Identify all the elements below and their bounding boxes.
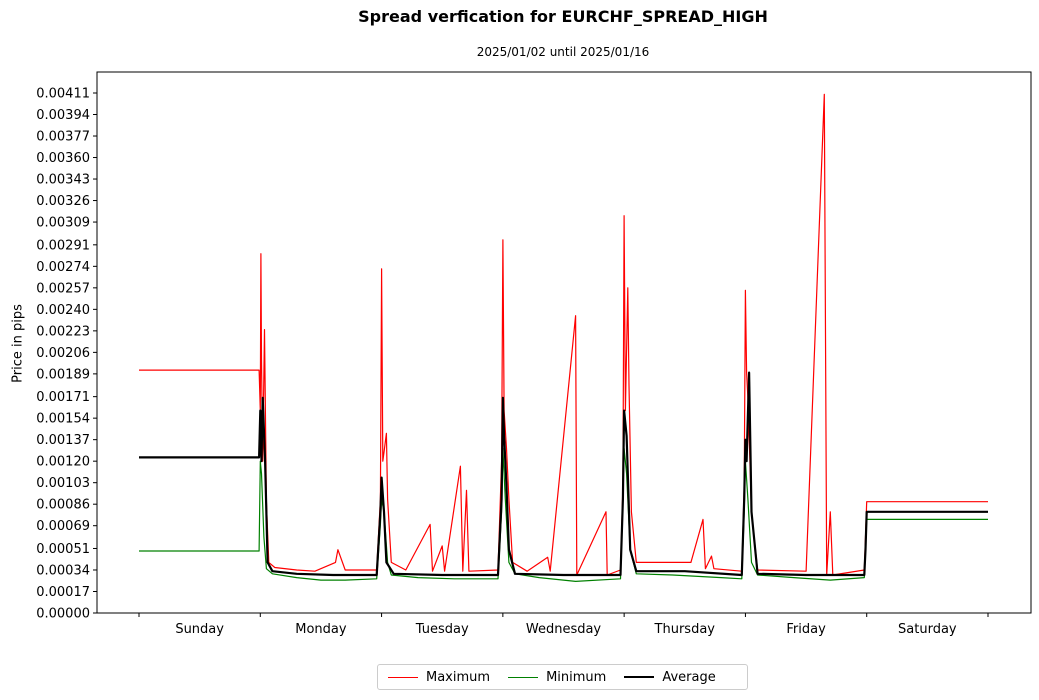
y-tick-label: 0.00137 [36, 433, 90, 448]
y-tick-label: 0.00411 [36, 87, 90, 102]
y-tick-label: 0.00017 [36, 585, 90, 600]
legend-label-maximum: Maximum [426, 669, 491, 685]
y-tick-label: 0.00274 [36, 260, 90, 275]
y-tick-label: 0.00223 [36, 324, 90, 339]
legend-item-average: Average [624, 669, 716, 685]
y-tick-label: 0.00000 [36, 607, 90, 622]
y-tick-label: 0.00103 [36, 476, 90, 491]
y-tick-label: 0.00326 [36, 194, 90, 209]
y-tick-label: 0.00240 [36, 303, 90, 318]
x-tick-label: Saturday [898, 622, 957, 637]
y-tick-label: 0.00086 [36, 498, 90, 513]
y-tick-label: 0.00171 [36, 390, 90, 405]
series-lines [139, 93, 988, 583]
y-tick-label: 0.00154 [36, 412, 90, 427]
x-tick-label: Monday [295, 622, 347, 637]
x-tick-label: Wednesday [526, 622, 602, 637]
y-tick-label: 0.00189 [36, 367, 90, 382]
legend-label-average: Average [662, 669, 716, 685]
y-tick-label: 0.00206 [36, 346, 90, 361]
series-line-average [139, 371, 988, 577]
y-tick-label: 0.00360 [36, 151, 90, 166]
y-tick-label: 0.00343 [36, 173, 90, 188]
legend-item-maximum: Maximum [388, 670, 490, 685]
x-tick-label: Friday [786, 622, 826, 637]
chart-title: Spread verfication for EURCHF_SPREAD_HIG… [358, 7, 768, 26]
plot-area [96, 71, 1032, 614]
legend-swatch-average [624, 676, 655, 678]
chart-subtitle: 2025/01/02 until 2025/01/16 [476, 45, 650, 59]
x-axis: Sunday Monday Tuesday Wednesday Thursday Frid… [138, 613, 989, 637]
y-tick-label: 0.00291 [36, 238, 90, 253]
legend-label-minimum: Minimum [546, 669, 607, 685]
y-axis: 0.00000 0.00017 0.00034 0.00051 0.00069 0.000… [36, 87, 97, 622]
y-tick-label: 0.00309 [36, 216, 90, 231]
x-tick-label: Thursday [654, 622, 716, 637]
y-tick-label: 0.00069 [36, 519, 90, 534]
y-axis-label: Price in pips [10, 304, 26, 383]
y-tick-label: 0.00051 [36, 542, 90, 557]
y-tick-label: 0.00034 [36, 563, 90, 578]
series-line-maximum [139, 93, 988, 576]
legend: Maximum Minimum Average [377, 664, 748, 690]
y-tick-label: 0.00257 [36, 281, 90, 296]
x-tick-label: Sunday [175, 622, 224, 637]
legend-swatch-minimum [508, 676, 539, 678]
legend-item-minimum: Minimum [508, 670, 606, 685]
y-tick-label: 0.00120 [36, 455, 90, 470]
y-tick-label: 0.00377 [36, 130, 90, 145]
x-tick-label: Tuesday [415, 622, 469, 637]
legend-swatch-maximum [388, 676, 418, 678]
y-tick-label: 0.00394 [36, 108, 90, 123]
series-line-minimum [139, 447, 988, 583]
